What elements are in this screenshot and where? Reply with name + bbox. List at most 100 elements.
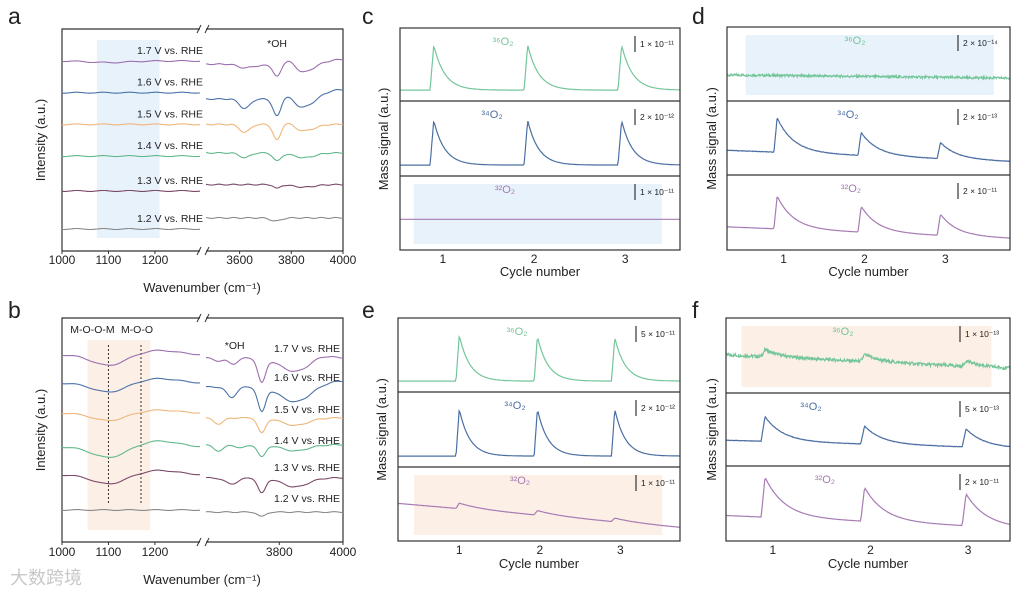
axis-break-mark (196, 537, 210, 547)
axis-frame-left (61, 28, 200, 252)
y-axis-title: Intensity (a.u.) (33, 389, 48, 471)
voltage-label: 1.6 V vs. RHE (274, 372, 340, 384)
mass-signal-line (726, 196, 1011, 239)
axis-break-mark (196, 24, 210, 34)
spectrum-line-left (61, 155, 201, 158)
spectrum-series: 1.4 V vs. RHE (62, 435, 344, 458)
x-tick-label: 1000 (49, 545, 76, 559)
mass-signal-subplot: ³⁴O₂ 2 × 10⁻¹² (398, 400, 680, 457)
spectrum-line-right (205, 380, 343, 413)
voltage-label: 1.2 V vs. RHE (137, 213, 203, 225)
axis-break-mark (196, 313, 210, 323)
spectrum-line-right (205, 356, 344, 383)
mass-signal-subplot: ³⁶O₂ 1 × 10⁻¹¹ (400, 36, 680, 91)
isotope-label: ³⁴O₂ (800, 401, 821, 413)
spectrum-line-right (205, 416, 344, 434)
spectrum-series: 1.2 V vs. RHE (61, 213, 344, 231)
axis-frame (726, 26, 1011, 251)
spectrum-line-left (62, 440, 200, 458)
voltage-label: 1.7 V vs. RHE (274, 343, 340, 355)
axis-break-mark (196, 246, 210, 256)
highlight-region (414, 475, 663, 535)
y-axis-title: Mass signal (a.u.) (704, 87, 719, 190)
scale-bar-label: 2 × 10⁻¹¹ (963, 186, 997, 196)
x-tick-label: 2 (861, 252, 868, 266)
isotope-label: ³⁶O₂ (844, 35, 865, 47)
spectrum-series: 1.6 V vs. RHE (61, 77, 343, 117)
scale-bar-label: 1 × 10⁻¹¹ (641, 478, 675, 488)
oh-annotation: *OH (225, 340, 245, 352)
x-tick-label: 3600 (226, 253, 253, 267)
x-tick-label: 3 (942, 252, 949, 266)
spectrum-line-right (205, 476, 344, 494)
reference-label: M-O-O-M (70, 324, 114, 336)
x-tick-label: 1200 (142, 545, 169, 559)
x-tick-label: 2 (536, 543, 543, 557)
x-tick-label: 3800 (266, 545, 293, 559)
isotope-label: ³⁶O₂ (492, 36, 513, 48)
highlight-region (96, 40, 160, 238)
y-axis-title: Mass signal (a.u.) (704, 378, 719, 481)
panel-letter: f (692, 297, 699, 323)
x-axis-title: Cycle number (499, 556, 580, 571)
x-tick-label: 3 (617, 543, 624, 557)
voltage-label: 1.5 V vs. RHE (274, 404, 340, 416)
highlight-region (745, 35, 994, 95)
panel-letter: c (362, 3, 374, 29)
voltage-label: 1.6 V vs. RHE (137, 77, 203, 89)
mass-signal-subplot: ³²O₂ 1 × 10⁻¹¹ (400, 184, 680, 244)
mass-signal-subplot: ³⁶O₂ 1 × 10⁻¹³ (725, 326, 1011, 387)
scale-bar-label: 1 × 10⁻¹¹ (640, 187, 674, 197)
scale-bar-label: 5 × 10⁻¹¹ (641, 329, 675, 339)
x-tick-label: 1200 (142, 253, 169, 267)
spectrum-line-right (205, 511, 343, 517)
x-tick-label: 2 (867, 543, 874, 557)
spectrum-series: 1.3 V vs. RHE (62, 462, 344, 494)
y-axis-title: Intensity (a.u.) (33, 99, 48, 181)
spectrum-line-left (61, 123, 201, 126)
panel-letter: b (8, 297, 21, 323)
x-tick-label: 1 (770, 543, 777, 557)
x-tick-label: 3 (622, 252, 629, 266)
x-tick-label: 4000 (330, 253, 357, 267)
x-tick-label: 4000 (330, 545, 357, 559)
mass-signal-subplot: ³⁴O₂ 5 × 10⁻¹³ (725, 401, 1011, 448)
voltage-label: 1.5 V vs. RHE (137, 108, 203, 120)
spectrum-line-right (205, 216, 344, 222)
spectrum-series: 1.6 V vs. RHE (62, 372, 343, 413)
isotope-label: ³²O₂ (510, 475, 530, 487)
spectrum-line-right (205, 443, 344, 458)
x-axis-title: Cycle number (828, 556, 909, 571)
x-tick-label: 1 (780, 252, 787, 266)
voltage-label: 1.3 V vs. RHE (274, 462, 340, 474)
mass-signal-line (726, 72, 1010, 81)
x-axis-title: Cycle number (500, 264, 581, 279)
x-tick-label: 1100 (96, 253, 122, 267)
spectrum-line-left (62, 377, 200, 393)
spectrum-line-left (62, 509, 201, 511)
spectrum-line-left (61, 409, 200, 422)
mass-signal-subplot: ³⁶O₂ 2 × 10⁻¹⁴ (726, 35, 1010, 95)
x-tick-label: 3800 (278, 253, 305, 267)
panel-e: e ³⁶O₂ 5 × 10⁻¹¹ ³⁴O₂ 2 × 10⁻¹² ³²O₂ 1 × 10⁻¹¹… (362, 297, 681, 571)
voltage-label: 1.2 V vs. RHE (274, 493, 340, 505)
mass-signal-line (398, 335, 680, 382)
mass-signal-line (400, 44, 680, 91)
spectrum-line-right (205, 58, 344, 77)
y-axis-title: Mass signal (a.u.) (374, 378, 389, 481)
axis-frame-right (206, 317, 344, 543)
x-tick-label: 1 (440, 252, 447, 266)
spectrum-series: 1.4 V vs. RHE (61, 140, 344, 162)
x-tick-label: 3 (965, 543, 972, 557)
scale-bar-label: 2 × 10⁻¹² (640, 112, 674, 122)
mass-signal-line (725, 415, 1011, 448)
voltage-label: 1.7 V vs. RHE (137, 45, 203, 57)
axis-frame-left (61, 317, 200, 543)
mass-signal-subplot: ³²O₂ 2 × 10⁻¹¹ (726, 183, 1011, 239)
scale-bar-label: 2 × 10⁻¹⁴ (963, 38, 998, 48)
spectrum-line-left (61, 91, 201, 94)
voltage-label: 1.4 V vs. RHE (274, 435, 340, 447)
voltage-label: 1.3 V vs. RHE (137, 175, 203, 187)
isotope-label: ³⁶O₂ (832, 326, 853, 338)
